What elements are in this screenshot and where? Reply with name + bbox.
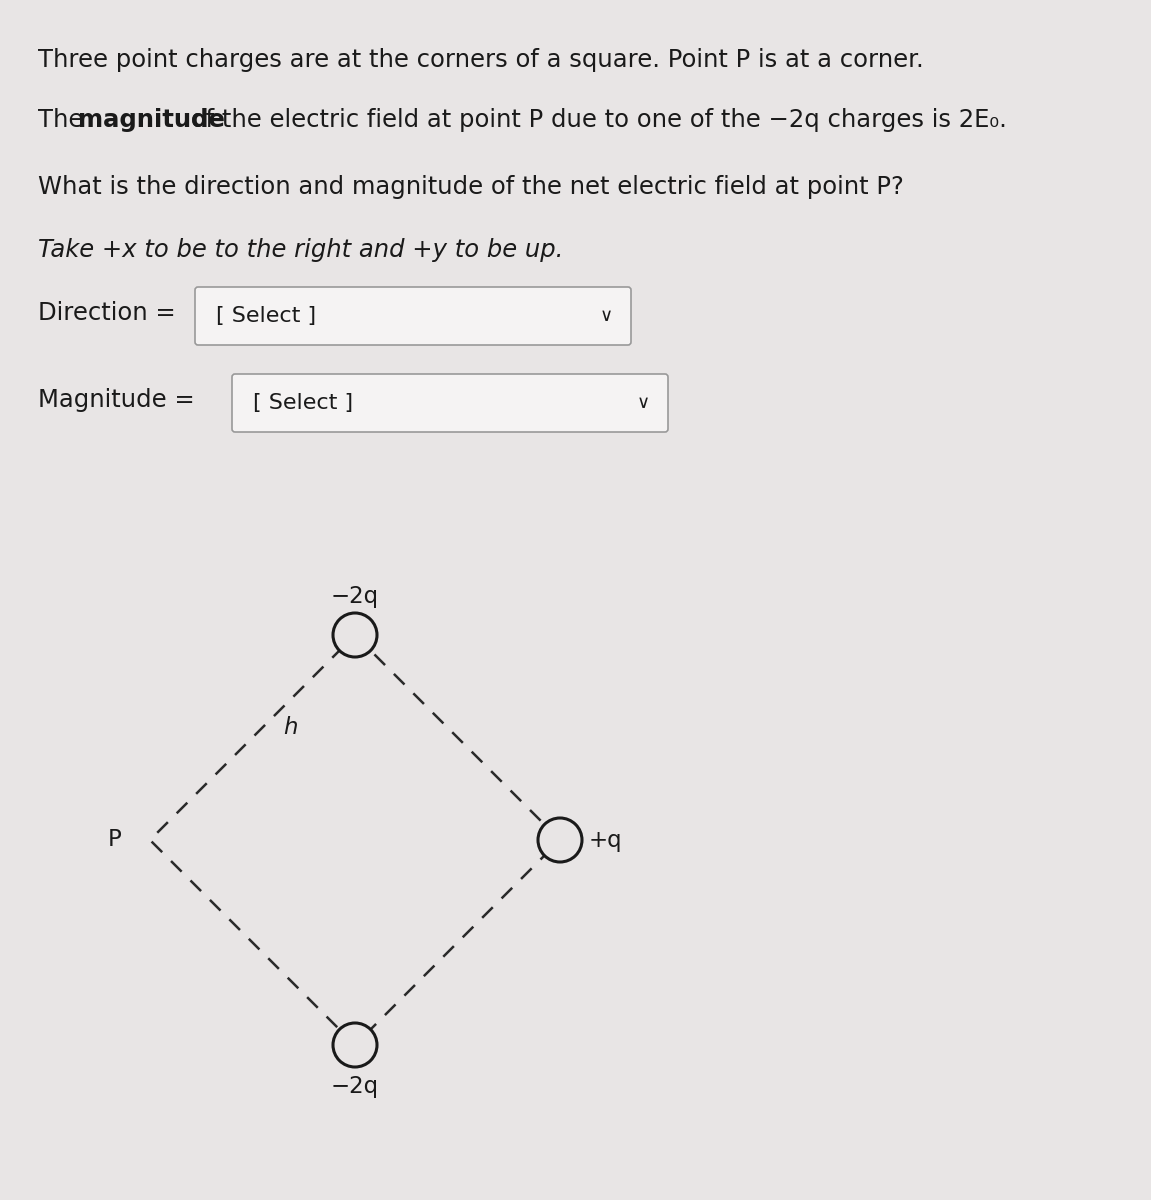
Text: ∨: ∨ — [637, 394, 650, 412]
Text: What is the direction and magnitude of the net electric field at point P?: What is the direction and magnitude of t… — [38, 175, 904, 199]
Text: −2q: −2q — [331, 1075, 379, 1098]
Text: −2q: −2q — [331, 586, 379, 608]
Text: ∨: ∨ — [600, 307, 613, 325]
Circle shape — [333, 1022, 378, 1067]
Text: [ Select ]: [ Select ] — [253, 392, 353, 413]
Text: P: P — [108, 828, 122, 852]
FancyBboxPatch shape — [233, 374, 668, 432]
Circle shape — [538, 818, 582, 862]
Text: +q: +q — [588, 828, 622, 852]
Text: magnitude: magnitude — [78, 108, 224, 132]
Text: [ Select ]: [ Select ] — [216, 306, 317, 326]
Text: Magnitude =: Magnitude = — [38, 388, 195, 412]
Text: Three point charges are at the corners of a square. Point P is at a corner.: Three point charges are at the corners o… — [38, 48, 924, 72]
Text: Direction =: Direction = — [38, 301, 176, 325]
FancyBboxPatch shape — [195, 287, 631, 346]
Circle shape — [333, 613, 378, 658]
Text: Take +x to be to the right and +y to be up.: Take +x to be to the right and +y to be … — [38, 238, 563, 262]
Text: of the electric field at point P due to one of the −2q charges is 2E₀.: of the electric field at point P due to … — [183, 108, 1007, 132]
Text: h: h — [283, 716, 298, 739]
Text: The: The — [38, 108, 91, 132]
